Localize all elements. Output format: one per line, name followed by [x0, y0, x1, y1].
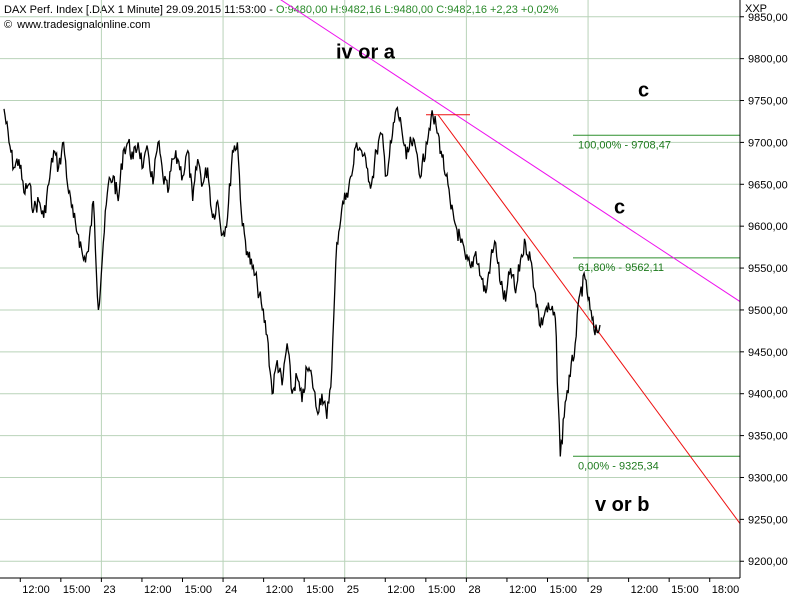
x-tick-label: 15:00 [63, 584, 91, 596]
axes: 9200,00 9250,00 9300,00 9350,00 9400,00 9450,… [0, 0, 788, 596]
y-tick-label: 9400,00 [748, 389, 788, 401]
source-url: www.tradesignalonline.com [17, 19, 151, 31]
y-tick-label: 9450,00 [748, 347, 788, 359]
grid-lines [0, 0, 740, 578]
source-line: © www.tradesignalonline.com [4, 19, 150, 32]
x-tick-label: 15:00 [671, 584, 699, 596]
x-tick-label: 24 [225, 584, 237, 596]
x-tick-label: 15:00 [306, 584, 334, 596]
wave-label: iv or a [336, 42, 396, 64]
y-tick-label: 9700,00 [748, 137, 788, 149]
y-tick-label: 9500,00 [748, 305, 788, 317]
x-tick-label: 12:00 [266, 584, 294, 596]
copyright-icon: © [4, 19, 13, 31]
x-tick-label: 15:00 [428, 584, 456, 596]
y-tick-label: 9650,00 [748, 179, 788, 191]
x-tick-label: 12:00 [22, 584, 50, 596]
y-tick-label: 9550,00 [748, 263, 788, 275]
x-tick-label: 15:00 [550, 584, 578, 596]
x-tick-label: 15:00 [185, 584, 213, 596]
instrument-name: DAX Perf. Index [.DAX [4, 4, 115, 16]
y-tick-label: 9300,00 [748, 472, 788, 484]
x-tick-label: 23 [103, 584, 115, 596]
datetime-label: 29.09.2015 11:53:00 [166, 4, 267, 16]
fib-level-label: 100,00% - 9708,47 [578, 139, 671, 151]
trendline-magenta [280, 0, 741, 302]
x-tick-label: 12:00 [387, 584, 415, 596]
x-tick-label: 12:00 [509, 584, 537, 596]
chart-header: DAX Perf. Index [.DAX 1 Minute] 29.09.20… [4, 4, 559, 16]
y-tick-label: 9850,00 [748, 12, 788, 24]
y-tick-label: 9200,00 [748, 556, 788, 568]
wave-label: v or b [595, 494, 649, 516]
fibonacci-levels: 100,00% - 9708,47 61,80% - 9562,11 0,00% -… [573, 134, 740, 472]
fib-level-label: 61,80% - 9562,11 [578, 262, 664, 274]
ohlc-readout: O:9480,00 H:9482,16 L:9480,00 C:9482,16 … [275, 4, 559, 16]
fib-level-label: 0,00% - 9325,34 [578, 460, 659, 472]
x-tick-label: 12:00 [631, 584, 659, 596]
price-series [3, 105, 601, 457]
x-tick-label: 12:00 [144, 584, 172, 596]
interval-label: 1 Minute] [117, 4, 163, 16]
x-tick-label: 28 [468, 584, 480, 596]
y-tick-label: 9750,00 [748, 96, 788, 108]
wave-label: c [638, 79, 649, 101]
y-tick-label: 9350,00 [748, 431, 788, 443]
wave-annotations: iv or a c c v or b [336, 42, 649, 516]
y-tick-label: 9250,00 [748, 514, 788, 526]
x-tick-label: 29 [590, 584, 602, 596]
price-line [3, 105, 601, 457]
x-tick-label: 25 [347, 584, 359, 596]
trendline-red [437, 114, 741, 524]
symbol-label: XXP [745, 3, 768, 15]
y-tick-label: 9800,00 [748, 54, 788, 66]
x-tick-label: 18:00 [712, 584, 740, 596]
y-tick-label: 9600,00 [748, 221, 788, 233]
wave-label: c [614, 197, 625, 219]
trendlines [280, 0, 741, 524]
